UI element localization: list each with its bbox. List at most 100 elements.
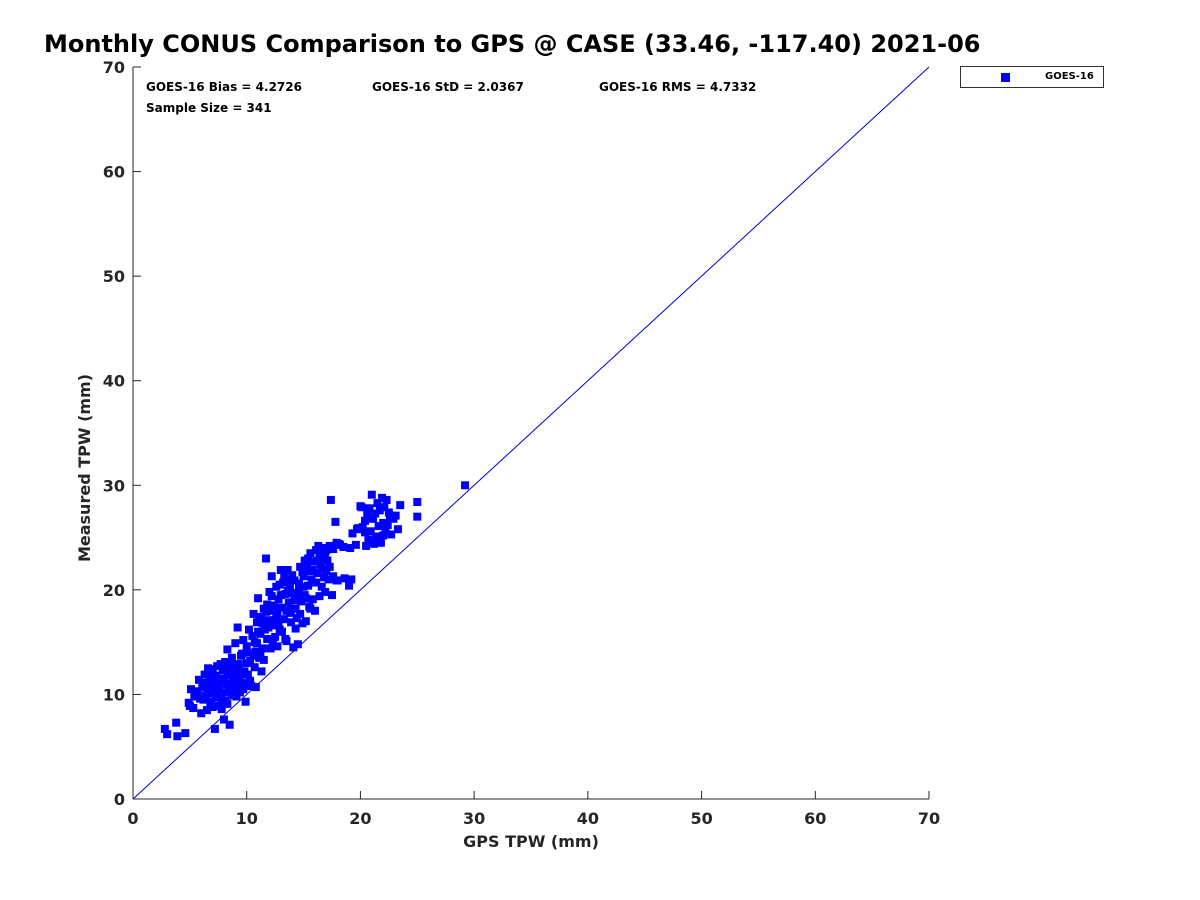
data-point — [193, 687, 202, 696]
data-point — [274, 620, 283, 629]
data-point — [227, 689, 236, 698]
data-point — [267, 572, 276, 581]
data-point — [249, 651, 258, 660]
data-point — [224, 682, 233, 691]
data-point — [368, 514, 377, 523]
data-point — [293, 640, 302, 649]
data-point — [310, 606, 319, 615]
data-point — [360, 516, 369, 525]
data-point — [246, 676, 255, 685]
data-point — [250, 663, 259, 672]
data-point — [285, 608, 294, 617]
data-point — [324, 575, 333, 584]
y-tick-label: 20 — [103, 581, 125, 600]
data-point — [258, 619, 267, 628]
data-point — [238, 649, 247, 658]
data-point — [222, 663, 231, 672]
data-point — [287, 618, 296, 627]
data-point — [291, 604, 300, 613]
data-point — [219, 688, 228, 697]
data-point — [364, 535, 373, 544]
data-point — [208, 702, 217, 711]
data-point — [254, 627, 263, 636]
data-point — [373, 533, 382, 542]
data-point — [219, 674, 228, 683]
data-point — [288, 588, 297, 597]
data-point — [268, 621, 277, 630]
data-point — [373, 499, 382, 508]
data-point — [250, 638, 259, 647]
data-point — [289, 643, 298, 652]
data-point — [277, 627, 286, 636]
data-point — [200, 670, 209, 679]
data-point — [199, 678, 208, 687]
x-tick-label: 70 — [918, 809, 940, 828]
x-axis-label: GPS TPW (mm) — [463, 832, 599, 851]
data-point — [307, 575, 316, 584]
data-point — [354, 524, 363, 533]
data-point — [293, 592, 302, 601]
data-point — [234, 660, 243, 669]
data-point — [299, 582, 308, 591]
data-point — [339, 542, 348, 551]
data-point — [312, 578, 321, 587]
std-stat: GOES-16 StD = 2.0367 — [372, 80, 524, 94]
data-point — [348, 529, 357, 538]
data-point — [284, 576, 293, 585]
data-point — [219, 715, 228, 724]
data-point — [357, 503, 366, 512]
data-point — [376, 538, 385, 547]
data-point — [243, 648, 252, 657]
data-point — [186, 685, 195, 694]
x-tick-label: 10 — [236, 809, 258, 828]
x-tick-label: 20 — [349, 809, 371, 828]
data-point — [321, 550, 330, 559]
data-point — [362, 541, 371, 550]
one-to-one-line — [132, 66, 930, 800]
data-point — [308, 595, 317, 604]
data-point — [232, 692, 241, 701]
data-point — [263, 600, 272, 609]
data-point — [331, 517, 340, 526]
data-point — [321, 587, 330, 596]
y-tick-label: 0 — [114, 790, 125, 809]
data-point — [360, 528, 369, 537]
data-point — [189, 704, 198, 713]
data-point — [280, 573, 289, 582]
axes: 0 10 20 30 40 50 60 70 0 10 20 30 40 50 60 70 — [103, 58, 940, 828]
data-point — [351, 540, 360, 549]
data-point — [317, 564, 326, 573]
legend: GOES-16 — [960, 66, 1104, 88]
data-point — [332, 576, 341, 585]
data-point — [217, 705, 226, 714]
data-point — [227, 653, 236, 662]
data-point — [264, 623, 273, 632]
data-point — [266, 644, 275, 653]
data-point — [290, 576, 299, 585]
sample-size-stat: Sample Size = 341 — [146, 101, 272, 115]
data-point — [365, 504, 374, 513]
y-tick-label: 50 — [103, 267, 125, 286]
data-point — [313, 556, 322, 565]
data-point — [313, 569, 322, 578]
data-point — [264, 616, 273, 625]
data-point — [258, 644, 267, 653]
data-point — [257, 667, 266, 676]
data-point — [231, 639, 240, 648]
data-point — [254, 594, 263, 603]
legend-label: GOES-16 — [1045, 71, 1094, 82]
data-point — [212, 671, 221, 680]
data-point — [248, 631, 257, 640]
data-point — [233, 683, 242, 692]
data-point — [378, 493, 387, 502]
data-point — [296, 609, 305, 618]
reference-line-group — [132, 66, 930, 800]
data-point — [194, 675, 203, 684]
data-point — [276, 565, 285, 574]
data-point — [172, 718, 181, 727]
data-point — [371, 509, 380, 518]
data-point — [214, 691, 223, 700]
data-point — [235, 673, 244, 682]
data-point — [274, 595, 283, 604]
data-point — [358, 523, 367, 532]
